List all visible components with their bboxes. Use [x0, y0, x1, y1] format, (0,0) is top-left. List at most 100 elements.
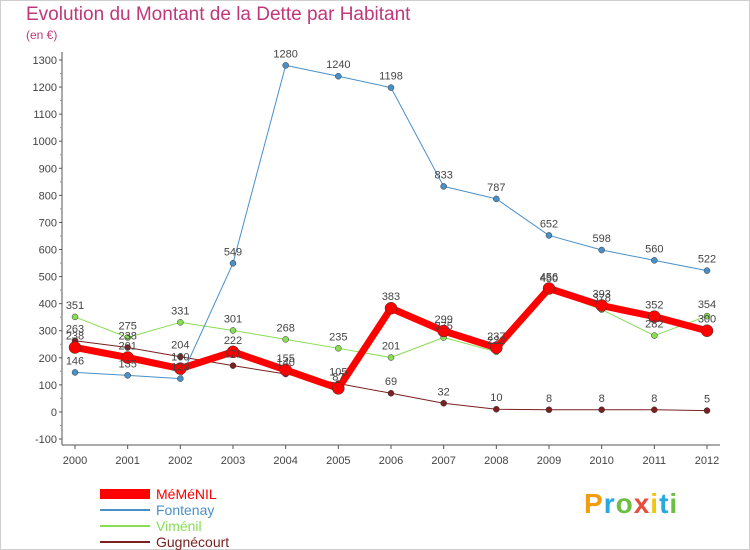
data-label: 8 [599, 393, 605, 405]
data-point [387, 354, 395, 361]
data-label: 450 [540, 273, 558, 285]
logo-letter: o [615, 488, 634, 519]
logo-letter: P [584, 488, 604, 519]
legend-item: Gugnécourt [100, 535, 229, 549]
data-label: 201 [118, 341, 136, 353]
data-label: 268 [276, 322, 294, 334]
data-label: 331 [171, 305, 189, 317]
data-label: 135 [118, 358, 136, 370]
y-tick-label: 300 [39, 326, 57, 338]
data-label: 549 [224, 246, 242, 258]
data-point [542, 282, 556, 295]
x-tick-label: 2002 [168, 455, 192, 467]
data-label: 351 [66, 300, 84, 312]
data-label: 1280 [273, 48, 297, 60]
data-point [598, 406, 605, 414]
data-point [282, 62, 289, 69]
legend-label: Gugnécourt [156, 534, 230, 550]
data-point [124, 344, 131, 351]
legend-item: Viménil [100, 519, 202, 533]
data-label: 160 [171, 352, 189, 364]
data-label: 87 [332, 371, 344, 383]
x-tick-label: 2010 [589, 455, 613, 467]
data-point [71, 313, 79, 321]
x-tick-label: 2006 [379, 455, 403, 467]
y-tick-label: 1300 [33, 55, 57, 67]
y-tick-label: 200 [39, 353, 57, 365]
data-label: 522 [698, 254, 716, 266]
data-point [437, 324, 450, 338]
y-tick-label: 0 [51, 407, 57, 419]
data-label: 235 [329, 331, 347, 343]
legend-label: MéMéNIL [156, 486, 217, 502]
data-label: 456 [540, 271, 558, 283]
chart-title: Evolution du Montant de la Dette par Hab… [26, 4, 411, 25]
data-point [226, 345, 240, 359]
data-point [332, 382, 345, 395]
data-point [279, 363, 292, 377]
data-label: 378 [592, 293, 610, 305]
data-point [648, 310, 661, 323]
data-label: 275 [434, 320, 452, 332]
data-label: 222 [487, 335, 505, 347]
data-label: 105 [329, 367, 347, 379]
data-label: 10 [490, 392, 502, 404]
data-point [68, 341, 82, 354]
x-tick-label: 2009 [537, 455, 561, 467]
y-tick-label: -100 [35, 434, 57, 446]
data-point [598, 246, 605, 254]
legend-item: Fontenay [100, 503, 214, 517]
data-point [335, 72, 342, 80]
data-label: 201 [382, 341, 400, 353]
data-label: 560 [645, 243, 663, 255]
legend-swatch [100, 541, 150, 543]
y-tick-label: 1100 [33, 109, 57, 121]
data-point [490, 341, 503, 355]
data-point [124, 334, 131, 341]
data-point [651, 332, 658, 339]
data-point [174, 362, 187, 375]
data-label: 140 [276, 357, 294, 369]
x-tick-label: 2007 [431, 455, 455, 467]
data-point [71, 369, 79, 376]
data-label: 5 [704, 394, 710, 406]
data-label: 383 [382, 291, 400, 303]
data-point [387, 84, 395, 91]
data-label: 238 [66, 330, 84, 342]
data-point [177, 353, 184, 360]
y-tick-label: 500 [39, 272, 57, 284]
data-label: 32 [438, 386, 450, 398]
data-point [440, 400, 447, 407]
data-label: 69 [385, 376, 397, 388]
data-point [700, 324, 714, 337]
proxiti-logo: Proxiti [584, 488, 678, 520]
x-tick-label: 2008 [484, 455, 508, 467]
data-point [651, 257, 658, 264]
logo-letter: x [633, 488, 651, 519]
y-tick-label: 600 [39, 245, 57, 257]
data-point [545, 406, 553, 414]
data-point [493, 195, 500, 203]
data-label: 598 [592, 233, 610, 245]
y-tick-label: 400 [39, 299, 57, 311]
data-label: 146 [66, 355, 84, 367]
legend-label: Viménil [156, 518, 202, 534]
legend-swatch [100, 489, 150, 499]
x-tick-label: 2005 [326, 455, 350, 467]
y-tick-label: 1000 [33, 136, 57, 148]
y-tick-label: 100 [39, 380, 57, 392]
data-point [703, 407, 711, 414]
data-label: 8 [651, 393, 657, 405]
data-point [121, 351, 134, 364]
x-tick-label: 2012 [695, 455, 719, 467]
data-point [229, 362, 237, 369]
data-label: 238 [118, 330, 136, 342]
data-point [651, 406, 658, 414]
data-label: 204 [171, 340, 189, 352]
legend-item: MéMéNIL [100, 487, 217, 501]
data-label: 354 [698, 299, 716, 311]
data-point [440, 183, 447, 190]
data-point [387, 389, 395, 397]
data-label: 171 [224, 349, 242, 361]
